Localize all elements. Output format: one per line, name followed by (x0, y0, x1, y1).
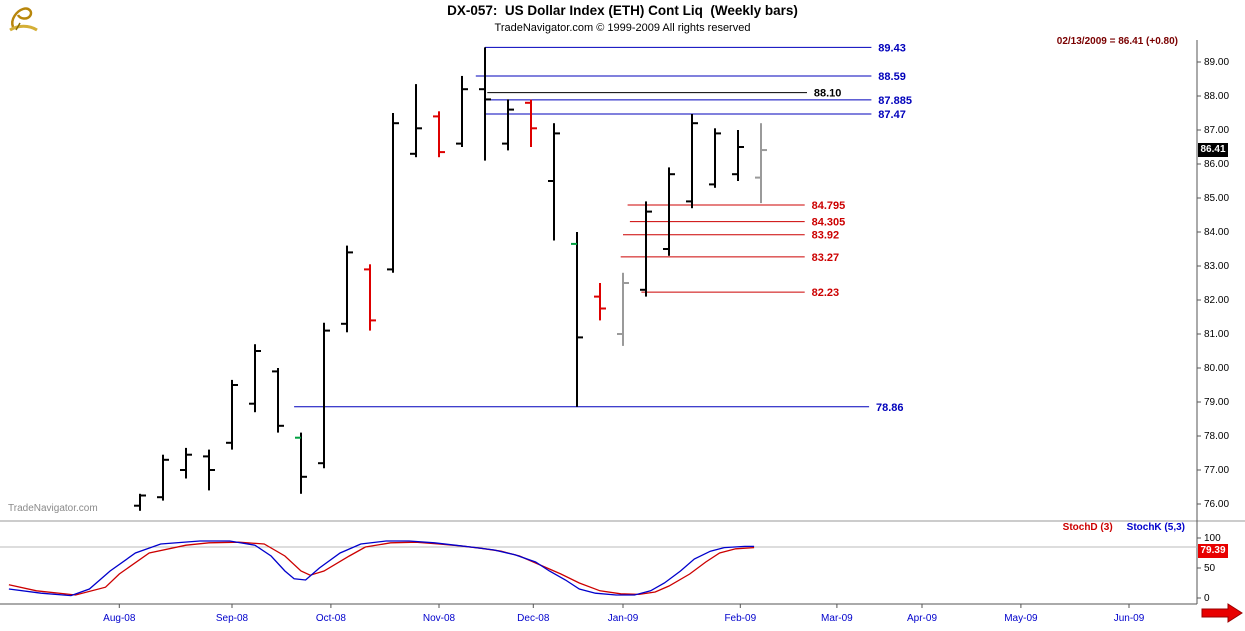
ref-line-label-89.43: 89.43 (878, 42, 906, 54)
ref-line-label-78.86: 78.86 (876, 402, 904, 414)
y-axis-tick-label: 77.00 (1204, 465, 1229, 476)
y-axis-tick-label: 88.00 (1204, 91, 1229, 102)
ref-line-label-88.59: 88.59 (878, 71, 906, 83)
y-axis-tick-label: 76.00 (1204, 499, 1229, 510)
x-axis-month-label: Apr-09 (907, 613, 937, 624)
last-quote-text: 02/13/2009 = 86.41 (+0.80) (1056, 36, 1178, 47)
stoch-value-badge: 79.39 (1198, 544, 1228, 558)
last-price-badge: 86.41 (1198, 143, 1228, 157)
x-axis-month-label: Nov-08 (423, 613, 456, 624)
ref-line-label-83.92: 83.92 (812, 230, 840, 242)
y-axis-tick-label: 82.00 (1204, 295, 1229, 306)
y-axis-tick-label: 80.00 (1204, 363, 1229, 374)
ref-line-label-87.47: 87.47 (878, 109, 906, 121)
y-axis-tick-label: 86.00 (1204, 159, 1229, 170)
x-axis-month-label: Dec-08 (517, 613, 550, 624)
stochk-legend-label: StochK (5,3) (1126, 522, 1185, 533)
y-axis-tick-label: 81.00 (1204, 329, 1229, 340)
stochd-legend-label: StochD (3) (1062, 522, 1113, 533)
x-axis-month-label: Mar-09 (821, 613, 853, 624)
stoch-axis-tick-label: 50 (1204, 563, 1216, 574)
tradenavigator-logo-icon (9, 7, 38, 32)
y-axis-tick-label: 87.00 (1204, 125, 1229, 136)
stoch-axis-tick-label: 0 (1204, 593, 1210, 604)
x-axis-month-label: Aug-08 (103, 613, 136, 624)
ref-line-label-84.305: 84.305 (812, 217, 846, 229)
stoch-axis-tick-label: 100 (1204, 533, 1221, 544)
ref-line-label-82.23: 82.23 (812, 287, 840, 299)
x-axis-month-label: Sep-08 (216, 613, 249, 624)
scroll-right-arrow-icon[interactable] (1201, 603, 1243, 623)
stochk-line (8, 540, 755, 597)
watermark-text: TradeNavigator.com (8, 503, 98, 514)
ref-line-label-83.27: 83.27 (812, 252, 840, 264)
x-axis-month-label: May-09 (1004, 613, 1038, 624)
ref-line-label-87.885: 87.885 (878, 95, 912, 107)
x-axis-month-label: Oct-08 (316, 613, 346, 624)
copyright-text: TradeNavigator.com © 1999-2009 All right… (494, 22, 751, 34)
y-axis-tick-label: 84.00 (1204, 227, 1229, 238)
x-axis-month-label: Jun-09 (1114, 613, 1145, 624)
y-axis-tick-label: 85.00 (1204, 193, 1229, 204)
y-axis-tick-label: 79.00 (1204, 397, 1229, 408)
stochd-line (8, 541, 755, 596)
chart-title: DX-057: US Dollar Index (ETH) Cont Liq (… (447, 3, 798, 18)
ref-line-label-88.10: 88.10 (814, 88, 842, 100)
x-axis-month-label: Jan-09 (608, 613, 639, 624)
y-axis-tick-label: 89.00 (1204, 57, 1229, 68)
y-axis-tick-label: 78.00 (1204, 431, 1229, 442)
ref-line-label-84.795: 84.795 (812, 200, 846, 212)
x-axis-month-label: Feb-09 (724, 613, 756, 624)
y-axis-tick-label: 83.00 (1204, 261, 1229, 272)
indicator-legend: StochD (3) StochK (5,3) (1063, 522, 1185, 533)
